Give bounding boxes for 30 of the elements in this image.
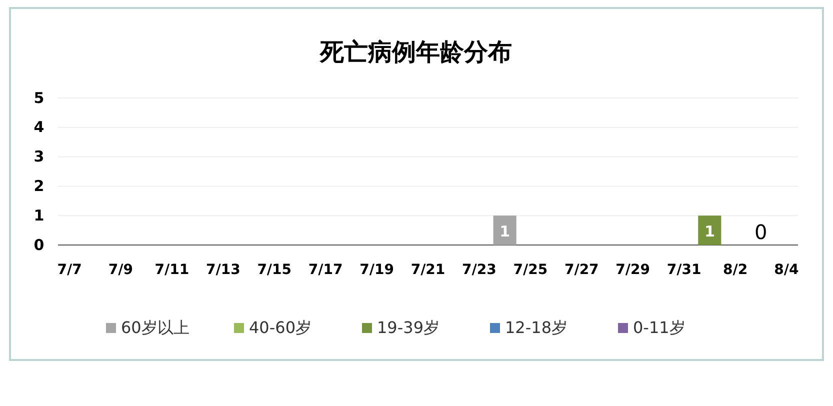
x-tick-label: 7/7 <box>57 262 82 278</box>
x-tick-label: 7/11 <box>154 262 190 278</box>
y-tick-label: 0 <box>34 236 44 254</box>
x-tick-label: 7/15 <box>257 262 292 278</box>
legend-label: 40-60岁 <box>249 318 312 337</box>
x-tick-label: 7/21 <box>410 262 446 278</box>
x-tick-label: 7/31 <box>666 262 702 278</box>
data-label: 0 <box>754 220 768 244</box>
x-tick-label: 8/2 <box>722 262 748 278</box>
chart-title: 死亡病例年龄分布 <box>319 38 512 66</box>
x-tick-label: 7/17 <box>308 262 343 278</box>
y-tick-label: 4 <box>34 118 44 136</box>
legend-label: 0-11岁 <box>633 318 686 337</box>
x-tick-label: 7/27 <box>564 262 599 278</box>
x-tick-label: 8/4 <box>774 262 800 278</box>
legend-label: 60岁以上 <box>121 318 190 337</box>
x-tick-label: 7/23 <box>462 262 496 278</box>
data-label: 1 <box>704 222 715 240</box>
x-tick-label: 7/9 <box>108 262 134 278</box>
x-tick-label: 7/13 <box>206 262 240 278</box>
y-tick-label: 2 <box>34 177 44 195</box>
y-tick-label: 1 <box>34 206 44 224</box>
x-tick-label: 7/29 <box>616 262 650 278</box>
legend-label: 19-39岁 <box>377 318 440 337</box>
x-tick-label: 7/19 <box>360 262 394 278</box>
y-tick-label: 5 <box>34 88 44 107</box>
x-tick-label: 7/25 <box>513 262 548 278</box>
data-label: 1 <box>500 222 510 240</box>
legend-label: 12-18岁 <box>505 318 568 337</box>
y-tick-label: 3 <box>34 148 44 166</box>
